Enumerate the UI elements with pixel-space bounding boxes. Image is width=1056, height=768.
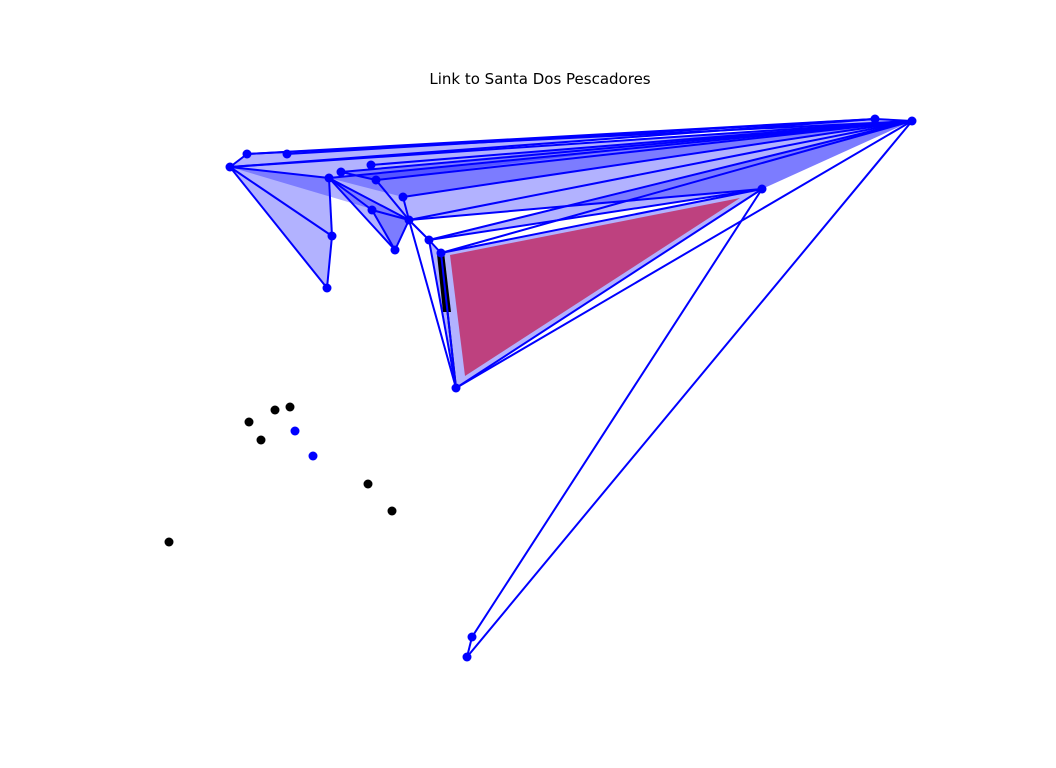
blue-node-6 xyxy=(371,175,381,185)
link-edge-35 xyxy=(408,219,430,241)
link-edge-36 xyxy=(408,219,457,389)
blue-node-11 xyxy=(424,235,434,245)
link-edge-33 xyxy=(340,171,377,181)
diagram-title: Link to Santa Dos Pescadores xyxy=(429,70,650,88)
black-node-5 xyxy=(387,506,397,516)
blue-node-20 xyxy=(462,652,472,662)
nodes xyxy=(164,114,917,662)
blue-node-0 xyxy=(225,162,235,172)
link-edge-14 xyxy=(440,188,763,254)
link-edge-5 xyxy=(370,120,913,166)
blue-node-5 xyxy=(366,160,376,170)
link-edge-30 xyxy=(371,209,396,251)
black-node-2 xyxy=(285,402,295,412)
link-edge-24 xyxy=(328,177,333,237)
blue-node-18 xyxy=(907,116,917,126)
link-edge-7 xyxy=(375,120,913,181)
link-fill-2 xyxy=(329,121,912,197)
link-edge-9 xyxy=(408,120,913,221)
black-node-4 xyxy=(363,479,373,489)
link-edge-12 xyxy=(408,188,763,221)
blue-node-19 xyxy=(467,632,477,642)
link-fill-8 xyxy=(372,210,409,250)
black-node-0 xyxy=(244,417,254,427)
link-edge-31 xyxy=(394,219,410,251)
link-fill-7 xyxy=(329,178,409,250)
link-edge-8 xyxy=(402,120,913,198)
link-edge-13 xyxy=(428,188,763,241)
link-edge-18 xyxy=(466,120,913,658)
blue-node-22 xyxy=(308,451,318,461)
blue-node-2 xyxy=(282,149,292,159)
blue-node-17 xyxy=(870,114,880,124)
link-edge-21 xyxy=(229,166,330,179)
black-node-3 xyxy=(256,435,266,445)
link-edge-11 xyxy=(440,120,913,254)
black-node-1 xyxy=(270,405,280,415)
blue-node-4 xyxy=(336,167,346,177)
blue-node-8 xyxy=(398,192,408,202)
link-edge-29 xyxy=(371,209,410,221)
link-edge-3 xyxy=(229,118,876,168)
blue-node-21 xyxy=(290,426,300,436)
blue-node-1 xyxy=(242,149,252,159)
blue-node-10 xyxy=(390,245,400,255)
blue-node-13 xyxy=(327,231,337,241)
link-edge-25 xyxy=(326,235,333,289)
blue-node-7 xyxy=(367,205,377,215)
blue-node-12 xyxy=(436,248,446,258)
link-edge-40 xyxy=(246,118,876,155)
link-edge-16 xyxy=(455,120,913,389)
link-edge-28 xyxy=(328,177,410,221)
blue-node-16 xyxy=(757,184,767,194)
blue-node-14 xyxy=(322,283,332,293)
link-edge-15 xyxy=(455,188,763,389)
link-edge-39 xyxy=(440,252,457,389)
link-edges xyxy=(229,118,913,658)
blue-node-15 xyxy=(451,383,461,393)
link-edge-38 xyxy=(428,239,457,389)
link-edge-27 xyxy=(328,177,396,251)
link-edge-10 xyxy=(428,120,913,241)
black-node-6 xyxy=(164,537,174,547)
link-edge-17 xyxy=(471,188,763,638)
link-edge-6 xyxy=(328,120,913,179)
link-edge-32 xyxy=(375,179,410,221)
link-edge-41 xyxy=(874,118,913,122)
blue-node-3 xyxy=(324,173,334,183)
blue-node-9 xyxy=(404,215,414,225)
link-edge-22 xyxy=(229,166,333,237)
link-edge-23 xyxy=(229,166,328,289)
link-edge-26 xyxy=(328,177,373,211)
highlight-triangle xyxy=(450,198,740,376)
